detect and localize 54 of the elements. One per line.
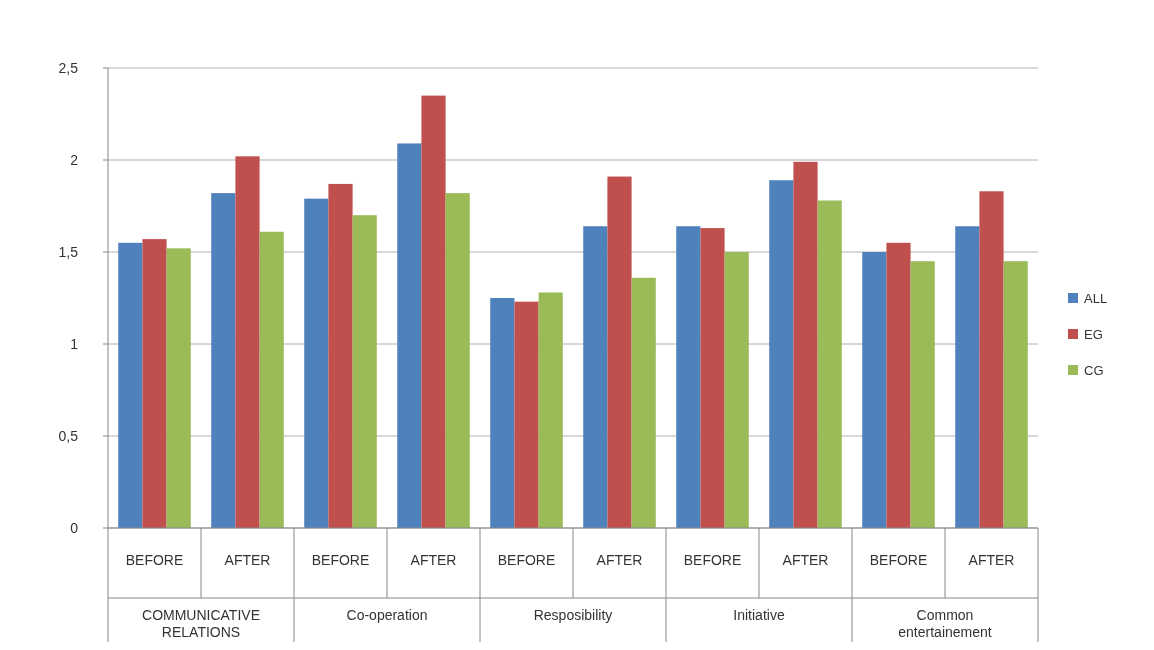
- bar: [166, 248, 191, 528]
- text: Initiative: [733, 607, 785, 623]
- text: Resposibility: [533, 607, 613, 623]
- x-tick-label: AFTER: [410, 552, 457, 568]
- legend-label: ALL: [1084, 290, 1108, 306]
- bar: [538, 292, 563, 528]
- bar: [142, 239, 167, 528]
- x-tick-label: AFTER: [968, 552, 1015, 568]
- bar: [817, 200, 842, 528]
- bar: [607, 176, 632, 528]
- bar: [211, 193, 236, 528]
- y-tick-label: 2: [70, 151, 79, 168]
- legend-label: EG: [1084, 326, 1103, 342]
- bar: [583, 226, 608, 528]
- bar: [235, 156, 260, 528]
- bar: [421, 95, 446, 528]
- bar: [514, 301, 539, 528]
- x-tick-label: AFTER: [782, 552, 829, 568]
- bar: [862, 252, 887, 528]
- bar: [118, 242, 143, 528]
- y-tick-label: 0,5: [58, 427, 79, 444]
- bar: [955, 226, 980, 528]
- bar: [352, 215, 377, 528]
- y-tick-label: 1: [70, 335, 79, 352]
- bar: [886, 242, 911, 528]
- bar: [979, 191, 1004, 528]
- bar: [676, 226, 701, 528]
- text: Common entertainement: [898, 607, 992, 640]
- x-tick-label: BEFORE: [311, 552, 370, 568]
- bar: [259, 231, 284, 528]
- text: COMMUNICATIVE RELATIONS: [142, 607, 260, 640]
- bar: [304, 198, 329, 528]
- bar: [700, 228, 725, 528]
- bar: [769, 180, 794, 528]
- legend-label: CG: [1084, 362, 1104, 378]
- bar: [724, 252, 749, 528]
- bar: [1003, 261, 1028, 528]
- y-tick-label: 0: [70, 519, 79, 536]
- bar: [793, 161, 818, 528]
- bar: [328, 183, 353, 528]
- x-tick-label: AFTER: [596, 552, 643, 568]
- bar: [910, 261, 935, 528]
- y-tick-label: 1,5: [58, 243, 79, 260]
- x-tick-label: BEFORE: [869, 552, 928, 568]
- x-tick-label: AFTER: [224, 552, 271, 568]
- y-tick-label: 2,5: [58, 59, 79, 76]
- x-tick-label: BEFORE: [683, 552, 742, 568]
- bar: [445, 193, 470, 528]
- text: Co-operation: [346, 607, 428, 623]
- bar: [631, 277, 656, 528]
- x-tick-label: BEFORE: [497, 552, 556, 568]
- bar: [397, 143, 422, 528]
- bar: [490, 298, 515, 528]
- x-tick-label: BEFORE: [125, 552, 184, 568]
